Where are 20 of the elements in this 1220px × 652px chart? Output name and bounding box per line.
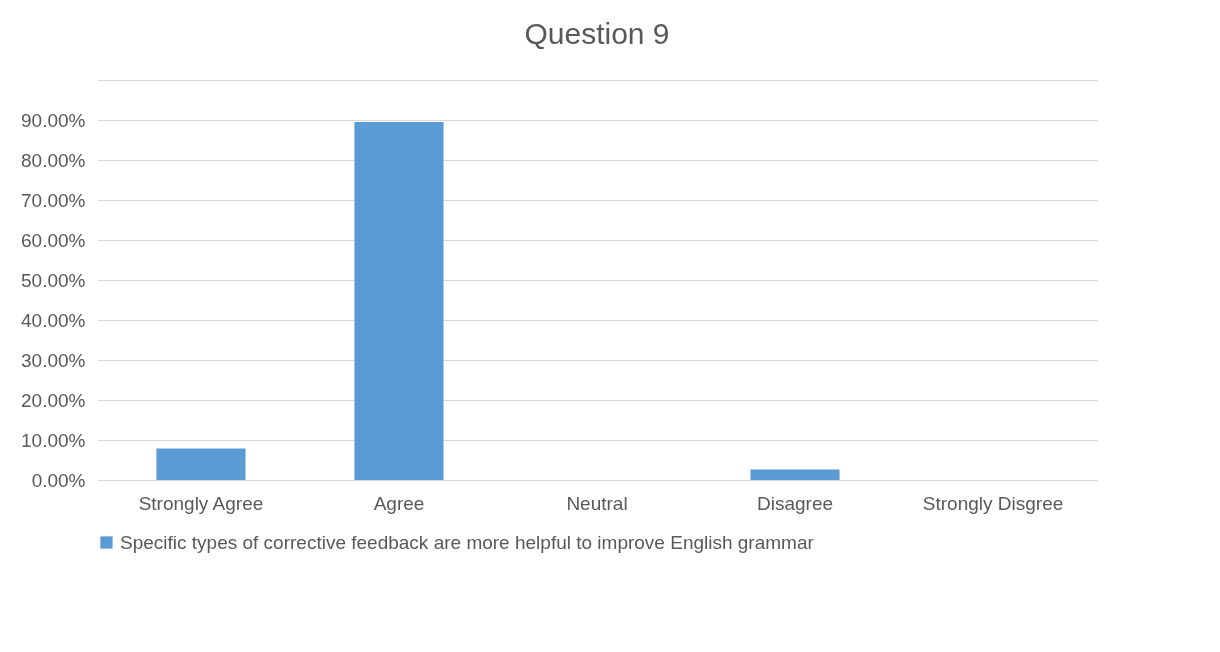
x-tick-label: Neutral (566, 492, 628, 514)
bar (354, 122, 444, 480)
x-tick-label: Disagree (757, 492, 834, 514)
y-tick-label: 50.00% (21, 269, 86, 291)
y-tick-label: 40.00% (21, 309, 86, 331)
bar (156, 448, 246, 480)
y-tick-label: 30.00% (21, 349, 86, 371)
y-tick-label: 80.00% (21, 149, 86, 171)
x-tick-label: Strongly Disgree (922, 492, 1064, 514)
y-tick-label: 90.00% (21, 109, 86, 131)
chart-title: Question 9 (524, 17, 670, 50)
bar (750, 469, 840, 480)
y-tick-label: 70.00% (21, 189, 86, 211)
y-tick-label: 0.00% (31, 469, 86, 491)
y-tick-label: 10.00% (21, 429, 86, 451)
x-tick-label: Strongly Agree (138, 492, 264, 514)
legend-label: Specific types of corrective feedback are more helpful to improve English grammar (120, 531, 815, 553)
y-tick-label: 60.00% (21, 229, 86, 251)
x-tick-label: Agree (373, 492, 425, 514)
y-tick-label: 20.00% (21, 389, 86, 411)
